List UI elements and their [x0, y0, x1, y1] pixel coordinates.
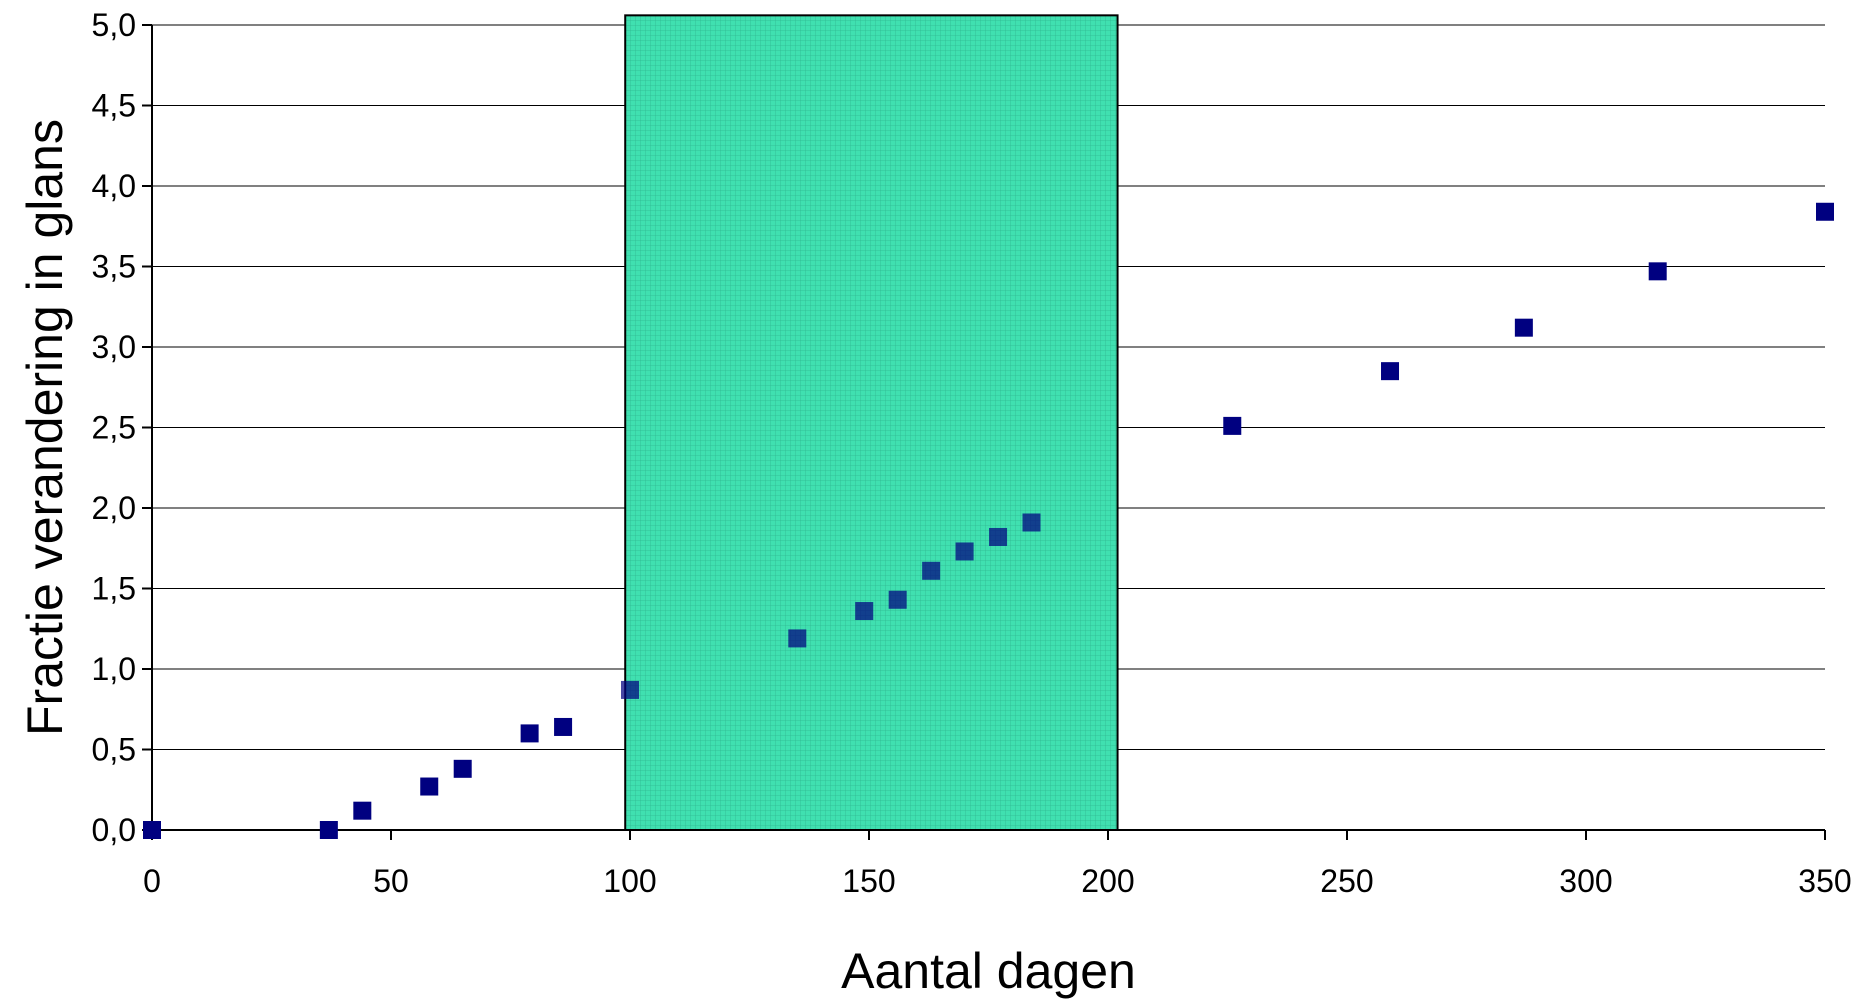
y-tick-label-8: 4,0 [92, 168, 136, 204]
y-tick-label-7: 3,5 [92, 249, 136, 285]
x-tick-label-6: 300 [1559, 863, 1612, 899]
x-tick-label-5: 250 [1320, 863, 1373, 899]
data-point-0-3 [420, 777, 439, 796]
y-tick-label-3: 1,5 [92, 571, 136, 607]
data-point-0-14 [1022, 513, 1041, 532]
y-tick-label-6: 3,0 [92, 329, 136, 365]
x-tick-label-7: 350 [1798, 863, 1851, 899]
y-tick-label-10: 5,0 [92, 7, 136, 43]
data-point-0-2 [353, 801, 372, 820]
data-point-0-19 [1816, 202, 1834, 221]
x-tick-label-2: 100 [603, 863, 656, 899]
x-tick-label-1: 50 [373, 863, 409, 899]
data-point-0-1 [319, 821, 338, 839]
data-point-0-16 [1381, 362, 1400, 381]
y-axis-title: Fractie verandering in glans [17, 119, 73, 736]
x-tick-label-4: 200 [1081, 863, 1134, 899]
x-tick-label-3: 150 [842, 863, 895, 899]
data-point-0-11 [922, 561, 941, 580]
data-point-0-18 [1648, 262, 1667, 281]
data-point-0-9 [855, 602, 874, 621]
y-tick-label-5: 2,5 [92, 410, 136, 446]
highlight-region [624, 14, 1119, 831]
data-point-0-6 [554, 717, 573, 736]
data-point-0-8 [788, 629, 807, 648]
data-point-0-5 [520, 724, 539, 743]
data-point-0-10 [888, 590, 907, 609]
data-point-0-4 [453, 759, 472, 778]
x-axis-title: Aantal dagen [841, 943, 1136, 999]
y-tick-label-9: 4,5 [92, 88, 136, 124]
data-point-0-0 [143, 821, 161, 839]
data-point-0-13 [989, 527, 1008, 546]
y-tick-label-2: 1,0 [92, 651, 136, 687]
data-point-0-7 [621, 680, 639, 699]
data-point-0-15 [1223, 416, 1242, 435]
y-tick-label-0: 0,0 [92, 812, 136, 848]
x-tick-label-0: 0 [143, 863, 161, 899]
y-tick-label-1: 0,5 [92, 732, 136, 768]
y-tick-label-4: 2,0 [92, 490, 136, 526]
data-point-0-17 [1514, 318, 1533, 337]
data-point-0-12 [955, 542, 974, 561]
